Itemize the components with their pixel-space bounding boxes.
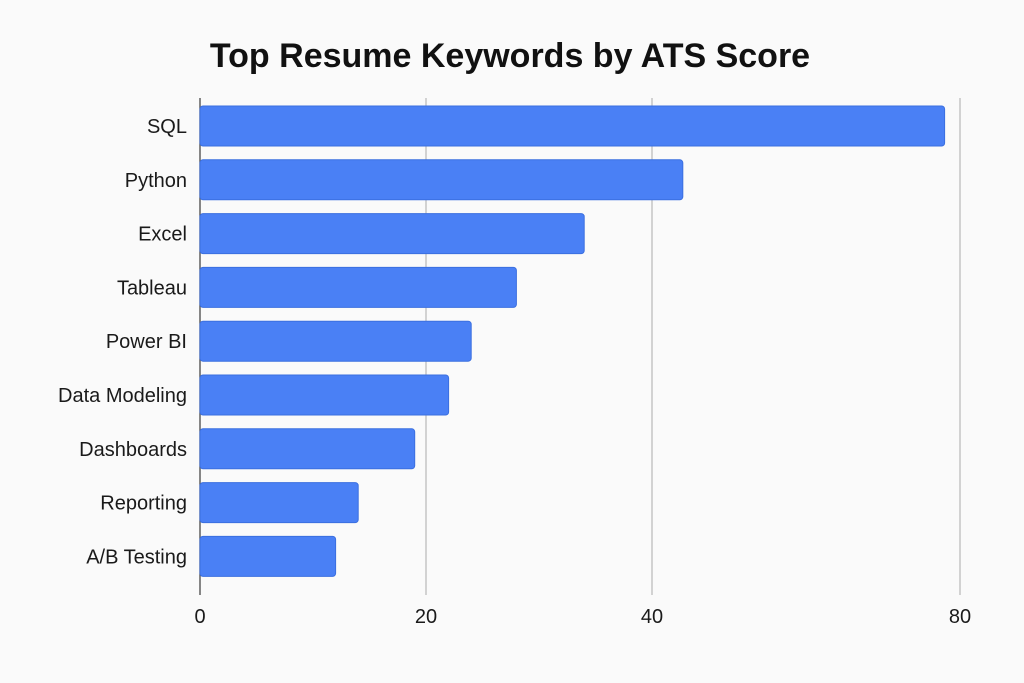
x-tick-labels: 0 20 40 80 — [194, 606, 971, 628]
bar-excel — [199, 213, 585, 255]
x-tick-label-20: 20 — [415, 606, 437, 628]
category-label-dashboards: Dashboards — [79, 439, 187, 461]
category-label-sql: SQL — [147, 116, 187, 138]
category-label-tableau: Tableau — [117, 277, 187, 299]
chart-title: Top Resume Keywords by ATS Score — [210, 37, 810, 75]
category-label-excel: Excel — [138, 224, 187, 246]
category-label-power-bi: Power BI — [106, 331, 187, 353]
x-tick-label-80: 80 — [949, 606, 971, 628]
bar-reporting — [199, 482, 359, 524]
x-tick-label-0: 0 — [194, 606, 205, 628]
category-label-reporting: Reporting — [100, 493, 187, 515]
category-label-a-b-testing: A/B Testing — [86, 546, 187, 568]
bar-dashboards — [199, 428, 416, 470]
bar-python — [199, 159, 684, 201]
bar-a-b-testing — [199, 535, 337, 577]
bar-tableau — [199, 266, 517, 308]
bar-data-modeling — [199, 374, 450, 416]
category-label-python: Python — [125, 170, 187, 192]
x-tick-label-40: 40 — [641, 606, 663, 628]
bar-sql — [199, 105, 946, 147]
bar-power-bi — [199, 320, 472, 362]
category-labels: SQL Python Excel Tableau Power BI Data Modeli… — [58, 116, 187, 568]
bars — [199, 105, 946, 577]
category-label-data-modeling: Data Modeling — [58, 385, 187, 407]
